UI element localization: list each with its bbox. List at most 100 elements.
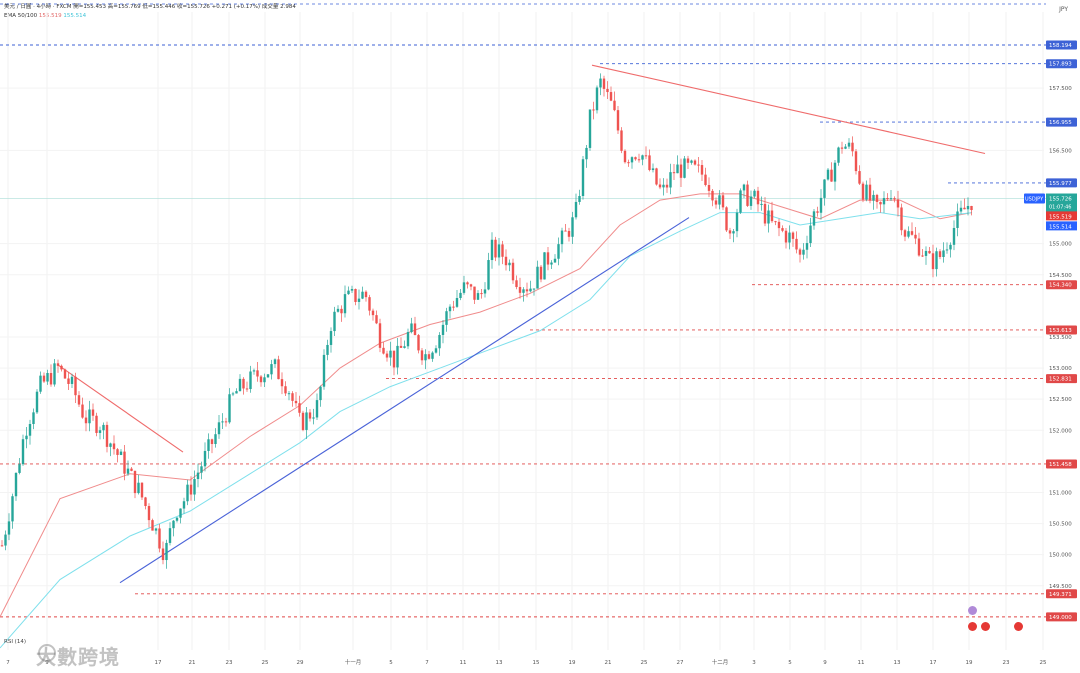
- candle-body: [623, 150, 627, 163]
- candle-body: [571, 217, 574, 237]
- candle-body: [434, 348, 438, 353]
- candle-body: [627, 162, 630, 164]
- candle-body: [462, 282, 466, 293]
- candle-body: [28, 424, 32, 436]
- y-tick-label: 154.500: [1049, 273, 1072, 279]
- candle-body: [865, 184, 868, 200]
- candle-body: [91, 409, 95, 416]
- event-icon[interactable]: [968, 622, 977, 631]
- candle-body: [602, 78, 606, 89]
- candle-body: [455, 298, 459, 307]
- candle-body: [816, 211, 819, 213]
- candle-body: [875, 194, 879, 202]
- candle-body: [858, 171, 861, 184]
- x-tick-label: 5: [389, 660, 393, 666]
- candle-body: [959, 207, 963, 212]
- candle-body: [508, 262, 511, 266]
- candle-body: [763, 203, 767, 224]
- candle-body: [662, 184, 665, 188]
- candle-body: [774, 221, 777, 223]
- level-badge: [1046, 459, 1077, 469]
- candle-body: [326, 344, 329, 355]
- y-tick-label: 153.000: [1049, 366, 1072, 372]
- candle-body: [746, 184, 749, 206]
- candle-body: [217, 422, 221, 435]
- candle-body: [585, 147, 588, 160]
- candle-body: [245, 388, 249, 390]
- candle-body: [32, 412, 35, 425]
- candle-body: [431, 352, 434, 359]
- candle-body: [504, 256, 508, 266]
- candle-body: [357, 298, 361, 302]
- candle-body: [273, 359, 277, 365]
- candle-body: [721, 195, 725, 208]
- level-badge: [1046, 589, 1077, 599]
- candle-body: [420, 350, 424, 361]
- candle-body: [889, 198, 893, 200]
- candle-body: [368, 297, 371, 311]
- candle-body: [382, 347, 385, 354]
- candle-body: [578, 195, 581, 202]
- candle-body: [168, 528, 172, 543]
- candle-body: [98, 430, 102, 433]
- candle-body: [791, 232, 795, 239]
- candle-body: [620, 130, 623, 151]
- candle-body: [158, 528, 161, 549]
- candle-body: [693, 160, 697, 165]
- candle-body: [487, 260, 490, 290]
- candle-body: [700, 165, 704, 175]
- event-icon[interactable]: [968, 606, 977, 615]
- candle-body: [231, 393, 235, 395]
- candle-body: [634, 157, 637, 160]
- us-flag-icon[interactable]: [981, 622, 990, 631]
- price-badge: [1046, 193, 1077, 212]
- candle-body: [907, 231, 910, 237]
- candle-body: [77, 395, 81, 405]
- candle-body: [543, 252, 546, 280]
- candle-body: [872, 194, 875, 201]
- candle-body: [924, 250, 928, 256]
- candle-body: [609, 92, 613, 101]
- candle-body: [21, 439, 25, 465]
- x-tick-label: 11: [858, 660, 865, 666]
- candle-body: [340, 308, 343, 314]
- x-tick-label: 7: [425, 660, 429, 666]
- candle-body: [263, 377, 266, 383]
- candle-body: [319, 386, 322, 401]
- candle-body: [466, 282, 469, 285]
- candle-body: [781, 228, 784, 231]
- candle-body: [753, 190, 756, 197]
- candle-body: [784, 230, 788, 243]
- countdown-label: 01:07:46: [1049, 205, 1071, 211]
- candle-body: [819, 197, 823, 213]
- trendline-down-left: [57, 364, 184, 453]
- x-tick-label: 17: [930, 660, 937, 666]
- candle-body: [648, 155, 651, 171]
- candle-body: [735, 212, 739, 232]
- candle-body: [266, 374, 270, 378]
- y-tick-label: 153.500: [1049, 335, 1072, 341]
- candle-body: [277, 359, 280, 380]
- candle-body: [116, 449, 119, 455]
- y-tick-label: 150.500: [1049, 522, 1072, 528]
- candle-body: [494, 239, 497, 258]
- level-badge-label: 157.893: [1049, 62, 1072, 68]
- candle-body: [917, 238, 921, 256]
- candle-body: [963, 207, 966, 210]
- candle-body: [396, 345, 399, 368]
- candle-body: [767, 210, 770, 224]
- candle-body: [354, 289, 357, 302]
- candle-body: [203, 450, 207, 467]
- level-badge-label: 149.371: [1049, 592, 1072, 598]
- us-flag-icon[interactable]: [1014, 622, 1023, 631]
- ema-slow-badge: [1046, 221, 1077, 231]
- candle-body: [952, 227, 956, 245]
- candle-body: [798, 249, 802, 255]
- candle-body: [200, 466, 203, 473]
- candle-body: [18, 464, 21, 473]
- candle-body: [714, 200, 718, 205]
- candle-body: [417, 335, 420, 351]
- candle-body: [942, 250, 945, 257]
- y-tick-label: 157.500: [1049, 86, 1072, 92]
